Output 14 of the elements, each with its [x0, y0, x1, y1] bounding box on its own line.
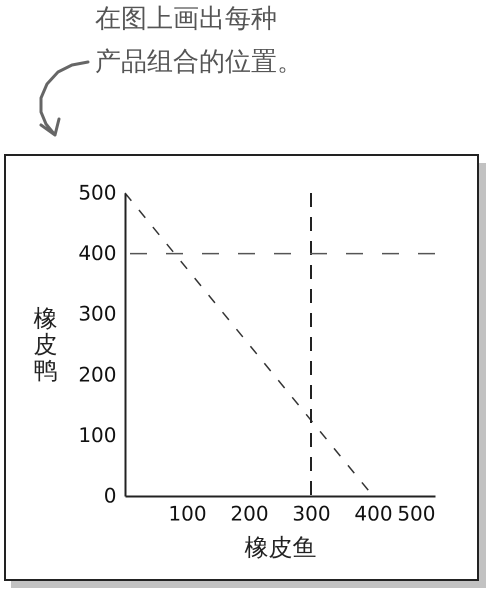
x-tick-label: 100: [168, 502, 207, 526]
y-tick-label: 400: [78, 241, 116, 266]
x-tick-label: 500: [397, 502, 436, 526]
y-tick-label: 500: [78, 180, 116, 204]
x-axis-title: 橡皮鱼: [244, 534, 316, 562]
y-tick-label: 200: [78, 362, 116, 386]
y-tick-label: 100: [78, 422, 116, 447]
y-axis-title: 橡皮鸭: [34, 304, 58, 384]
x-tick-label: 200: [230, 502, 269, 526]
text: 在图上画出每种产品组合的位置。: [95, 4, 303, 77]
y-tick-label: 300: [78, 302, 116, 326]
y-tick-label: 0: [104, 484, 116, 508]
x-tick-label: 400: [354, 502, 393, 526]
x-tick-label: 300: [292, 502, 331, 526]
